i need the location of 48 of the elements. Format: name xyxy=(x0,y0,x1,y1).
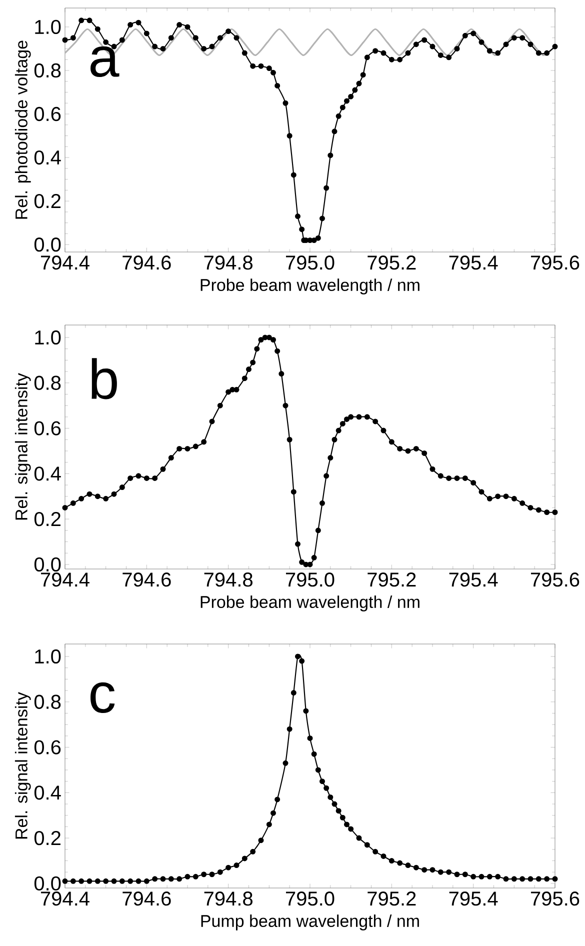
y-tick-label: 0.4 xyxy=(34,466,61,481)
x-tick-label: 794.8 xyxy=(204,892,252,906)
y-tick-label: 0.0 xyxy=(34,876,61,891)
y-axis-title: Rel. signal intensity xyxy=(14,373,31,520)
y-tick-label: 0.6 xyxy=(34,740,61,754)
x-tick-label: 794.8 xyxy=(204,256,252,270)
annotation: c xyxy=(90,682,115,714)
x-axis-title: Pump beam wavelength / nm xyxy=(201,914,419,930)
y-tick-label: 0.2 xyxy=(34,194,60,208)
x-tick-label: 795.2 xyxy=(368,892,416,906)
y-tick-label: 0.4 xyxy=(34,150,61,165)
y-tick-label: 1.0 xyxy=(35,649,61,664)
y-tick-label: 0.6 xyxy=(34,421,61,436)
y-tick-label: 0.8 xyxy=(34,63,61,78)
x-tick-label: 794.4 xyxy=(40,256,90,270)
y-tick-label: 1.0 xyxy=(35,20,61,34)
x-tick-label: 794.4 xyxy=(40,572,90,587)
x-axis-title: Probe beam wavelength / nm xyxy=(200,278,420,294)
y-tick-label: 0.8 xyxy=(34,376,61,390)
x-tick-label: 795.2 xyxy=(368,572,416,587)
annotation: b xyxy=(92,358,117,400)
x-tick-label: 795.6 xyxy=(530,572,580,587)
annotation: a xyxy=(90,46,120,78)
y-tick-label: 0.0 xyxy=(34,557,61,572)
y-tick-label: 0.4 xyxy=(34,786,61,800)
x-tick-label: 795.6 xyxy=(530,892,580,906)
y-tick-label: 1.0 xyxy=(35,330,61,345)
y-tick-label: 0.0 xyxy=(34,238,61,252)
x-tick-label: 794.6 xyxy=(122,892,171,906)
x-tick-label: 794.6 xyxy=(122,572,171,587)
y-tick-label: 0.2 xyxy=(34,512,60,526)
x-tick-label: 795.0 xyxy=(286,572,334,587)
x-tick-label: 795.4 xyxy=(449,256,498,270)
x-tick-label: 795.4 xyxy=(449,572,498,587)
x-tick-label: 794.6 xyxy=(122,256,171,270)
x-tick-label: 794.8 xyxy=(204,572,252,587)
x-axis-title: Probe beam wavelength / nm xyxy=(200,596,420,612)
y-axis-title: Rel. signal intensity xyxy=(14,692,31,839)
y-tick-label: 0.2 xyxy=(34,830,60,846)
y-axis-title: Rel. photodiode voltage xyxy=(14,40,31,219)
x-tick-label: 795.4 xyxy=(449,892,498,906)
x-tick-label: 795.6 xyxy=(530,256,580,270)
y-tick-label: 0.6 xyxy=(34,106,61,122)
x-tick-label: 795.0 xyxy=(286,256,334,270)
x-tick-label: 794.4 xyxy=(40,892,90,906)
x-tick-label: 795.2 xyxy=(368,256,416,270)
x-tick-label: 795.0 xyxy=(286,892,334,906)
y-tick-label: 0.8 xyxy=(34,694,61,709)
